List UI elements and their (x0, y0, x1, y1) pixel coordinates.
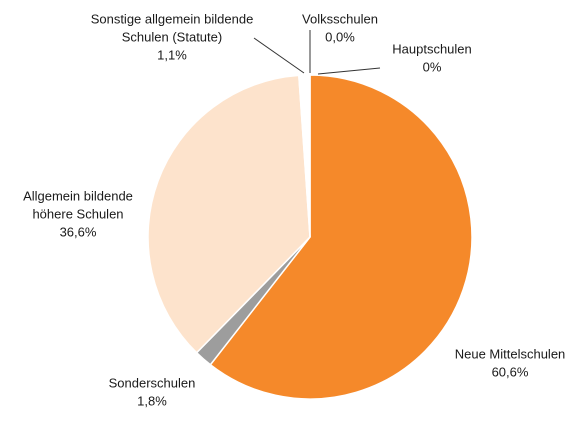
slice-label: Schulen (Statute) (122, 29, 222, 44)
leader-line (317, 67, 381, 75)
value-label: 1,1% (157, 47, 187, 62)
pie-slice (298, 74, 311, 238)
value-label: 0% (423, 59, 442, 74)
pie-slice (147, 74, 311, 354)
slice-label: Sonderschulen (109, 375, 196, 390)
pie-slice (209, 74, 473, 400)
slice-label: Volksschulen (302, 11, 378, 26)
slice-label: höhere Schulen (32, 206, 123, 221)
value-label: 36,6% (60, 224, 97, 239)
value-label: 1,8% (137, 393, 167, 408)
value-label: 0,0% (325, 29, 355, 44)
leader-line (253, 37, 305, 74)
slice-label: Neue Mittelschulen (455, 346, 566, 361)
slice-label: Allgemein bildende (23, 188, 133, 203)
slice-label: Hauptschulen (392, 41, 472, 56)
slice-label: Sonstige allgemein bildende (91, 11, 254, 26)
value-label: 60,6% (492, 364, 529, 379)
